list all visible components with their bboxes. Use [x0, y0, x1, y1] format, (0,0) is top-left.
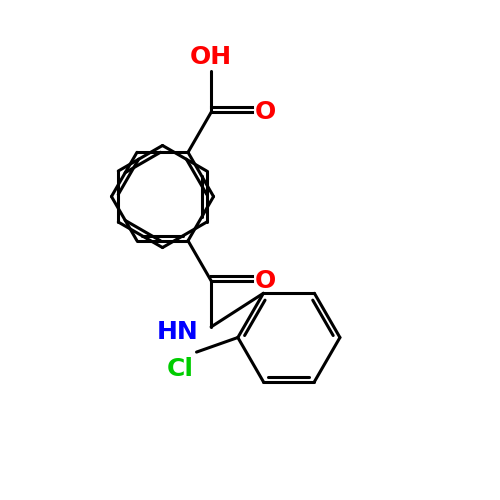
Text: O: O: [255, 268, 276, 292]
Text: HN: HN: [157, 320, 199, 344]
Text: Cl: Cl: [167, 357, 194, 381]
Text: O: O: [255, 100, 276, 124]
Text: OH: OH: [190, 44, 232, 68]
